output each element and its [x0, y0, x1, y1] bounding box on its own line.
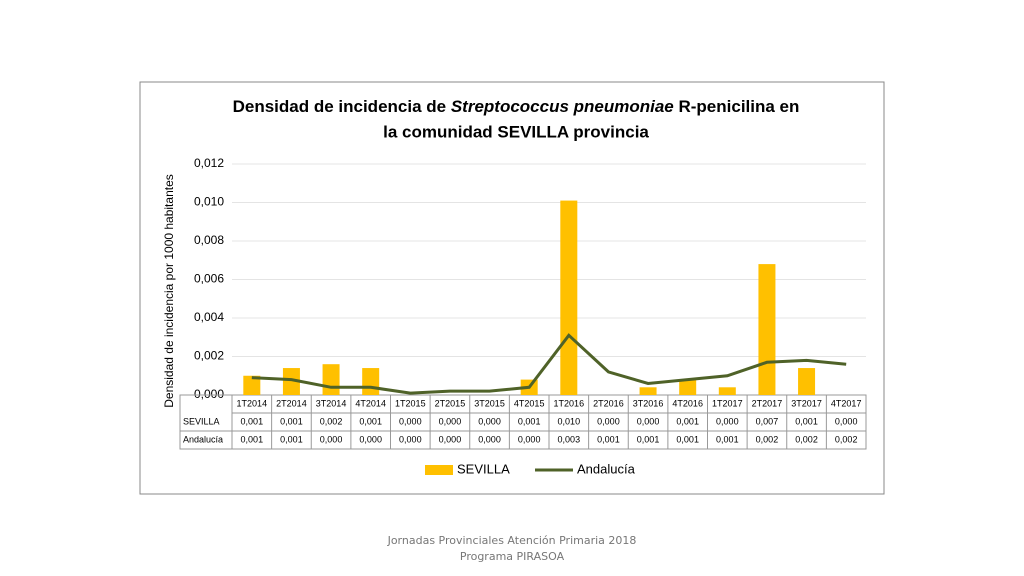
bar [639, 387, 657, 395]
x-tick-label: 2T2015 [435, 398, 466, 408]
bar [758, 264, 776, 395]
chart-title: Densidad de incidencia de Streptococcus … [233, 97, 800, 116]
table-row-label: SEVILLA [183, 416, 220, 426]
x-tick-label: 4T2016 [672, 398, 703, 408]
bar [362, 368, 380, 395]
legend-label: Andalucía [577, 461, 636, 476]
data-label: 0,001 [518, 416, 541, 426]
data-label: 0,002 [320, 416, 343, 426]
data-label: 0,001 [280, 434, 303, 444]
data-label: 0,000 [320, 434, 343, 444]
title-part: Streptococcus pneumoniae [451, 97, 674, 116]
data-label: 0,001 [795, 416, 818, 426]
bar [679, 379, 697, 395]
data-label: 0,000 [439, 434, 462, 444]
data-label: 0,007 [756, 416, 779, 426]
data-label: 0,001 [241, 434, 264, 444]
bar [282, 368, 300, 395]
data-label: 0,000 [478, 416, 501, 426]
data-label: 0,001 [241, 416, 264, 426]
y-tick-label: 0,010 [194, 195, 224, 209]
table-row-label: Andalucía [183, 434, 223, 444]
y-tick-label: 0,008 [194, 233, 224, 247]
data-label: 0,000 [359, 434, 382, 444]
data-label: 0,000 [399, 416, 422, 426]
data-label: 0,001 [637, 434, 660, 444]
x-tick-label: 2T2016 [593, 398, 624, 408]
data-label: 0,001 [359, 416, 382, 426]
y-tick-label: 0,004 [194, 310, 224, 324]
data-label: 0,002 [795, 434, 818, 444]
data-label: 0,000 [439, 416, 462, 426]
x-tick-label: 4T2015 [514, 398, 545, 408]
x-tick-label: 2T2017 [752, 398, 783, 408]
y-axis-label: Densidad de incidencia por 1000 habitant… [162, 174, 176, 408]
data-label: 0,002 [756, 434, 779, 444]
chart-title: la comunidad SEVILLA provincia [383, 122, 649, 141]
y-tick-label: 0,006 [194, 272, 224, 286]
data-label: 0,001 [676, 416, 699, 426]
data-label: 0,001 [716, 434, 739, 444]
data-label: 0,001 [280, 416, 303, 426]
data-label: 0,003 [558, 434, 581, 444]
x-tick-label: 1T2014 [237, 398, 268, 408]
data-label: 0,000 [597, 416, 620, 426]
data-label: 0,000 [637, 416, 660, 426]
footer: Jornadas Provinciales Atención Primaria … [387, 534, 637, 563]
line [251, 333, 847, 395]
x-tick-label: 3T2017 [791, 398, 822, 408]
y-tick-label: 0,012 [194, 156, 224, 170]
x-tick-label: 1T2017 [712, 398, 743, 408]
bar [798, 368, 816, 395]
data-label: 0,010 [558, 416, 581, 426]
y-tick-label: 0,002 [194, 349, 224, 363]
x-tick-label: 3T2015 [474, 398, 505, 408]
data-label: 0,001 [597, 434, 620, 444]
data-label: 0,000 [478, 434, 501, 444]
bar [322, 364, 340, 395]
legend-swatch [425, 465, 453, 475]
x-tick-label: 3T2014 [316, 398, 347, 408]
data-label: 0,000 [399, 434, 422, 444]
legend-label: SEVILLA [457, 461, 510, 476]
title-part: R-penicilina en [674, 97, 800, 116]
data-label: 0,001 [676, 434, 699, 444]
x-tick-label: 1T2015 [395, 398, 426, 408]
x-tick-label: 4T2014 [355, 398, 386, 408]
data-label: 0,000 [716, 416, 739, 426]
y-tick-label: 0,000 [194, 387, 224, 401]
x-tick-label: 3T2016 [633, 398, 664, 408]
x-tick-label: 1T2016 [554, 398, 585, 408]
data-label: 0,002 [835, 434, 858, 444]
bar [243, 375, 261, 395]
data-label: 0,000 [518, 434, 541, 444]
x-tick-label: 2T2014 [276, 398, 307, 408]
bar [718, 387, 736, 395]
data-label: 0,000 [835, 416, 858, 426]
bar [560, 200, 578, 395]
title-part: Densidad de incidencia de [233, 97, 451, 116]
x-tick-label: 4T2017 [831, 398, 862, 408]
